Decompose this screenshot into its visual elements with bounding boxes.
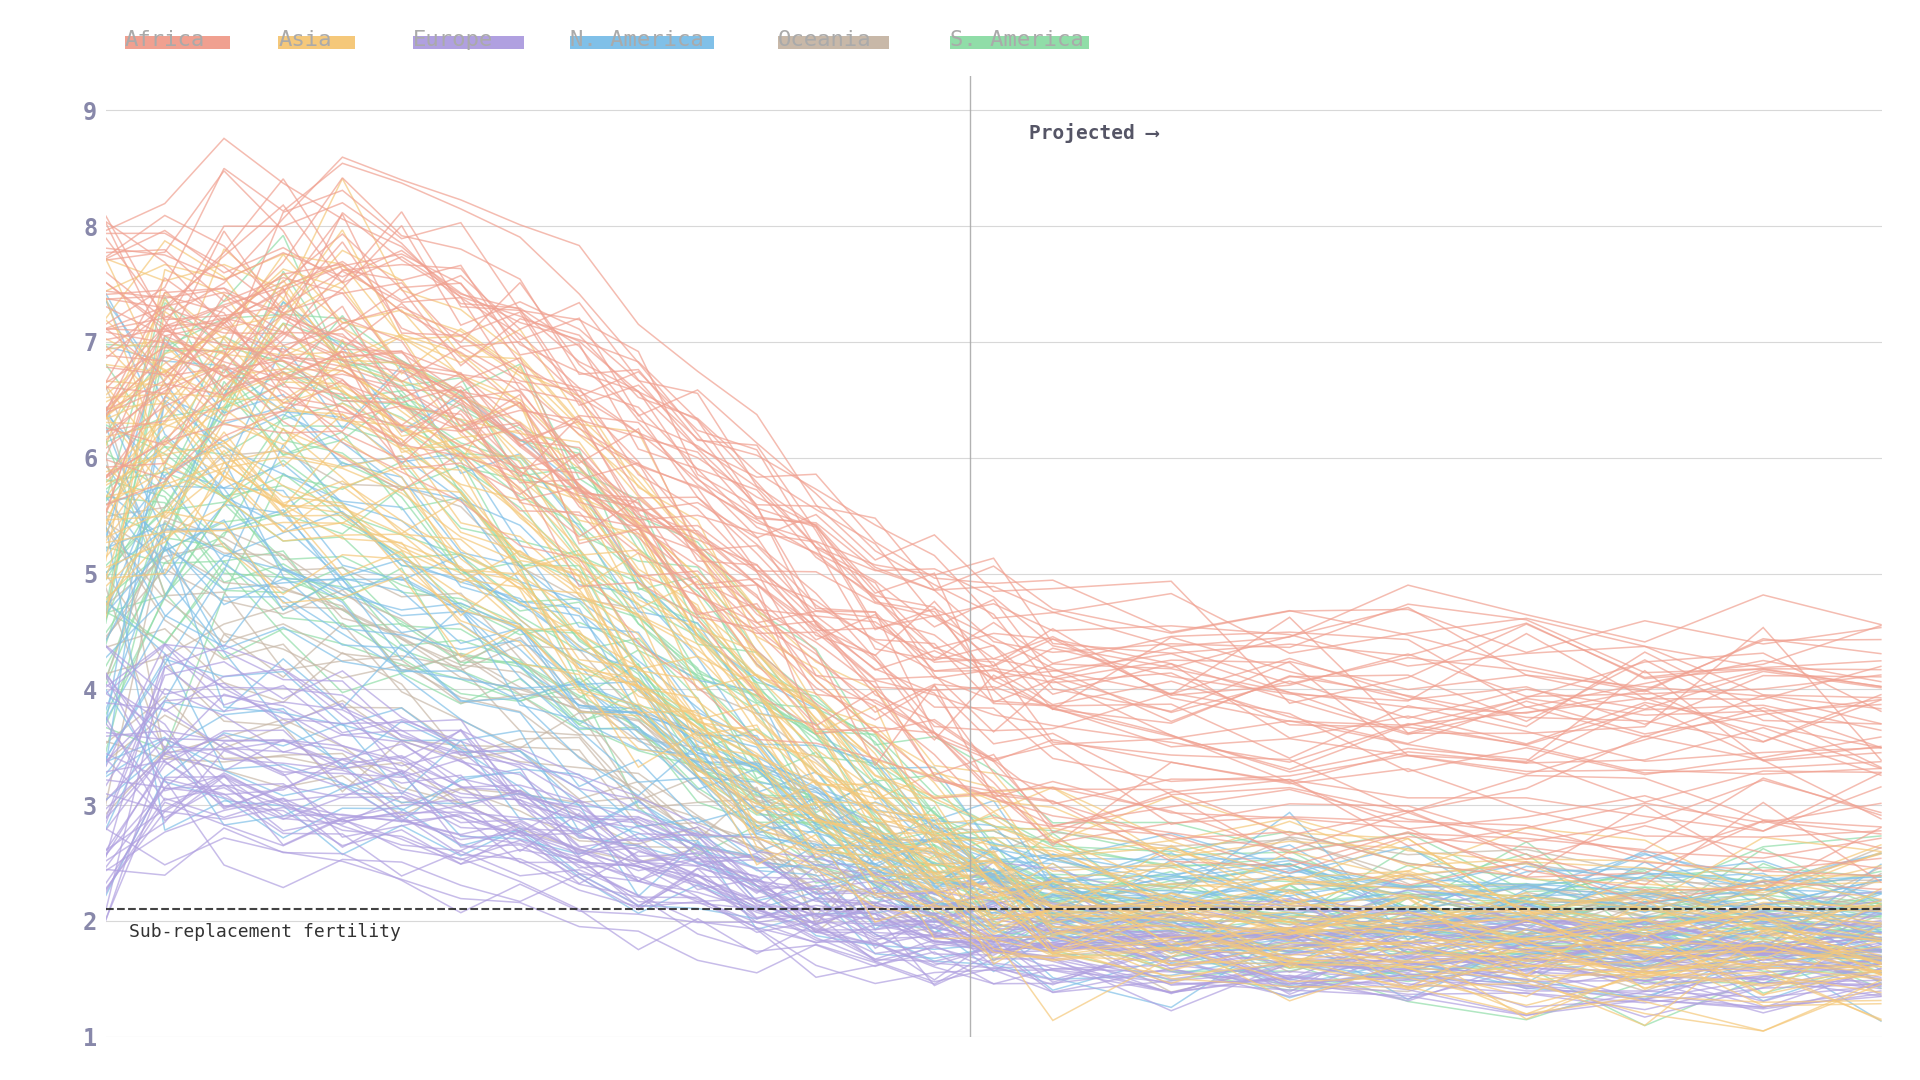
Text: Projected ⟶: Projected ⟶ xyxy=(1029,123,1158,144)
Text: S. America: S. America xyxy=(950,30,1085,51)
Text: Africa: Africa xyxy=(125,30,205,51)
Text: Europe: Europe xyxy=(413,30,493,51)
Text: Oceania: Oceania xyxy=(778,30,872,51)
Text: Sub-replacement fertility: Sub-replacement fertility xyxy=(129,923,401,942)
Text: Asia: Asia xyxy=(278,30,332,51)
Text: N. America: N. America xyxy=(570,30,705,51)
